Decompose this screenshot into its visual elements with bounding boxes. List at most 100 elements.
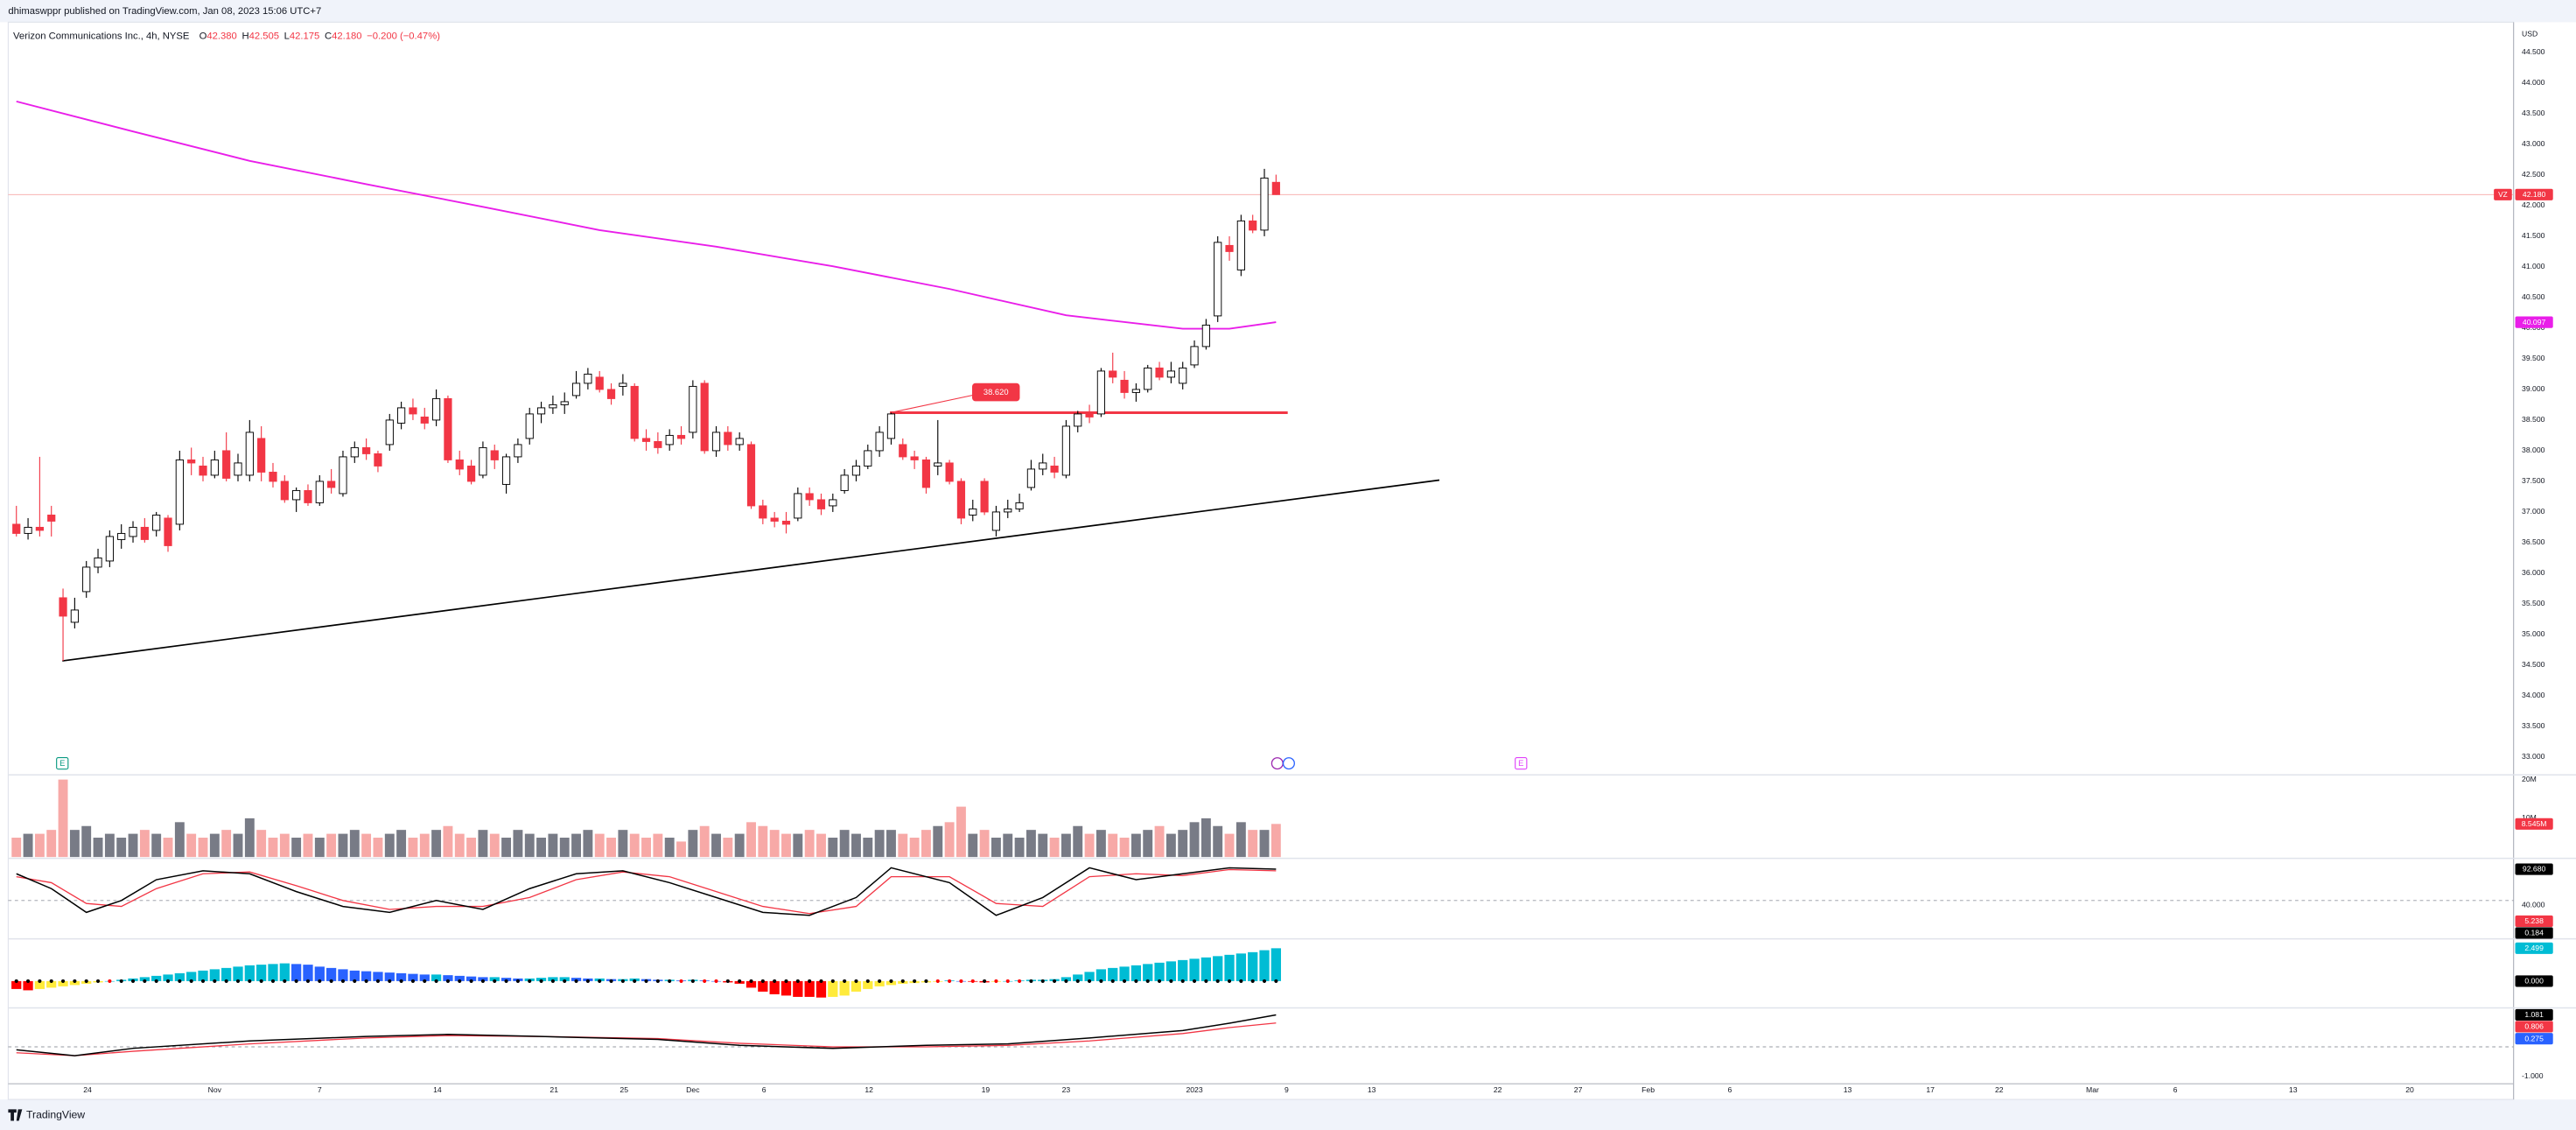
x-tick-label: Nov [208, 1085, 222, 1094]
y-tick-label: 33.500 [2522, 721, 2545, 730]
stoch-d [16, 868, 1277, 915]
squeeze-dot [108, 979, 112, 983]
volume-bar [1119, 838, 1130, 858]
event-marker [1282, 757, 1295, 770]
momentum-bar [314, 966, 325, 981]
momentum-bar [338, 969, 348, 981]
volume-bar [1060, 833, 1071, 858]
squeeze-dot [725, 979, 730, 983]
volume-bar [1248, 830, 1258, 858]
candle-body [571, 383, 581, 397]
x-tick-label: 20 [2405, 1085, 2414, 1094]
y-tick-label: 40.500 [2522, 292, 2545, 301]
candle-body [1155, 367, 1164, 378]
candle-body [886, 413, 896, 439]
x-tick-label: 7 [318, 1085, 322, 1094]
squeeze-dot [60, 979, 66, 983]
axis-badge-label: 0.806 [2524, 1022, 2544, 1031]
squeeze-dot [224, 979, 228, 983]
candle-body [536, 407, 546, 415]
moving-average [16, 100, 1277, 330]
momentum-bar [349, 970, 360, 981]
momentum-bar [1178, 959, 1188, 981]
candle-body [280, 481, 289, 501]
candle-body [1225, 244, 1234, 252]
y-tick-label: 36.500 [2522, 537, 2545, 546]
y-tick-label: 43.000 [2522, 139, 2545, 148]
axis-badge-label: 92.680 [2523, 865, 2546, 874]
axis-badge [2515, 1021, 2553, 1033]
volume-bar [186, 833, 197, 858]
candle-body [630, 385, 639, 439]
y-tick-label: 37.500 [2522, 476, 2545, 485]
momentum-bar [268, 964, 278, 981]
volume-bar [443, 825, 453, 858]
candle-body [199, 465, 207, 476]
axis-badge [2515, 316, 2553, 328]
volume-bar [828, 838, 838, 858]
volume-bar [233, 833, 243, 858]
volume-bar [81, 825, 92, 858]
ohlc-value: 42.380 [206, 31, 236, 41]
x-tick-label: 13 [1844, 1085, 1852, 1094]
candle-body [210, 459, 219, 476]
annotation-label: 38.620 [984, 388, 1009, 397]
momentum-bar [804, 980, 815, 997]
axis-badge-label: 1.081 [2524, 1010, 2544, 1019]
candle-body [711, 432, 721, 452]
squeeze-dot [959, 979, 963, 983]
volume-bar [711, 833, 721, 858]
candle-body [676, 434, 686, 439]
squeeze-dot [340, 979, 346, 983]
volume-bar [466, 838, 477, 858]
momentum-bar [221, 967, 232, 981]
candle-body [117, 532, 126, 540]
squeeze-dot [843, 979, 847, 983]
squeeze-dot [294, 979, 298, 983]
candle-body [175, 459, 184, 525]
x-tick-label: Mar [2086, 1085, 2099, 1094]
volume-bar [303, 833, 313, 858]
volume-bar [758, 825, 768, 858]
osc-signal [16, 1022, 1277, 1056]
volume-bar [1143, 830, 1153, 858]
candle-body [560, 401, 569, 405]
candle-body [595, 376, 604, 390]
symbol: Verizon Communications Inc., 4h, NYSE [13, 31, 190, 41]
x-tick-label: 9 [1284, 1085, 1289, 1094]
candle-body [689, 385, 697, 433]
axis-badge [2515, 188, 2553, 200]
candle-body [350, 446, 359, 458]
volume-bar [536, 838, 547, 858]
squeeze-dot [808, 979, 812, 983]
y-tick-label: 39.500 [2522, 354, 2545, 362]
volume-bar [116, 838, 127, 858]
candle-body [700, 383, 709, 452]
candle-body [805, 493, 814, 501]
squeeze-dot [515, 979, 520, 983]
candle-body [1131, 389, 1140, 393]
y-tick-label: 41.000 [2522, 262, 2545, 270]
squeeze-dot [830, 979, 835, 983]
candle-body [1214, 242, 1222, 317]
candle-body [1085, 413, 1094, 418]
volume-bar [151, 833, 162, 858]
osc-tick-label: -1.000 [2522, 1071, 2544, 1080]
volume-bar [431, 830, 442, 858]
volume-bar [1178, 830, 1188, 858]
candle-body [991, 511, 1001, 531]
volume-bar [46, 830, 57, 858]
momentum-bar [1224, 954, 1235, 981]
candle-body [222, 450, 231, 479]
momentum-bar [793, 980, 803, 997]
candle-body [945, 462, 954, 482]
y-tick-label: 34.500 [2522, 660, 2545, 669]
candle-body [1004, 508, 1012, 513]
momentum-bar [163, 974, 173, 981]
squeeze-dot [119, 979, 123, 983]
momentum-bar [326, 967, 337, 981]
momentum-bar [360, 971, 372, 981]
squeeze-dot [259, 979, 263, 983]
candle-body [444, 397, 452, 460]
squeeze-dot [130, 979, 136, 983]
